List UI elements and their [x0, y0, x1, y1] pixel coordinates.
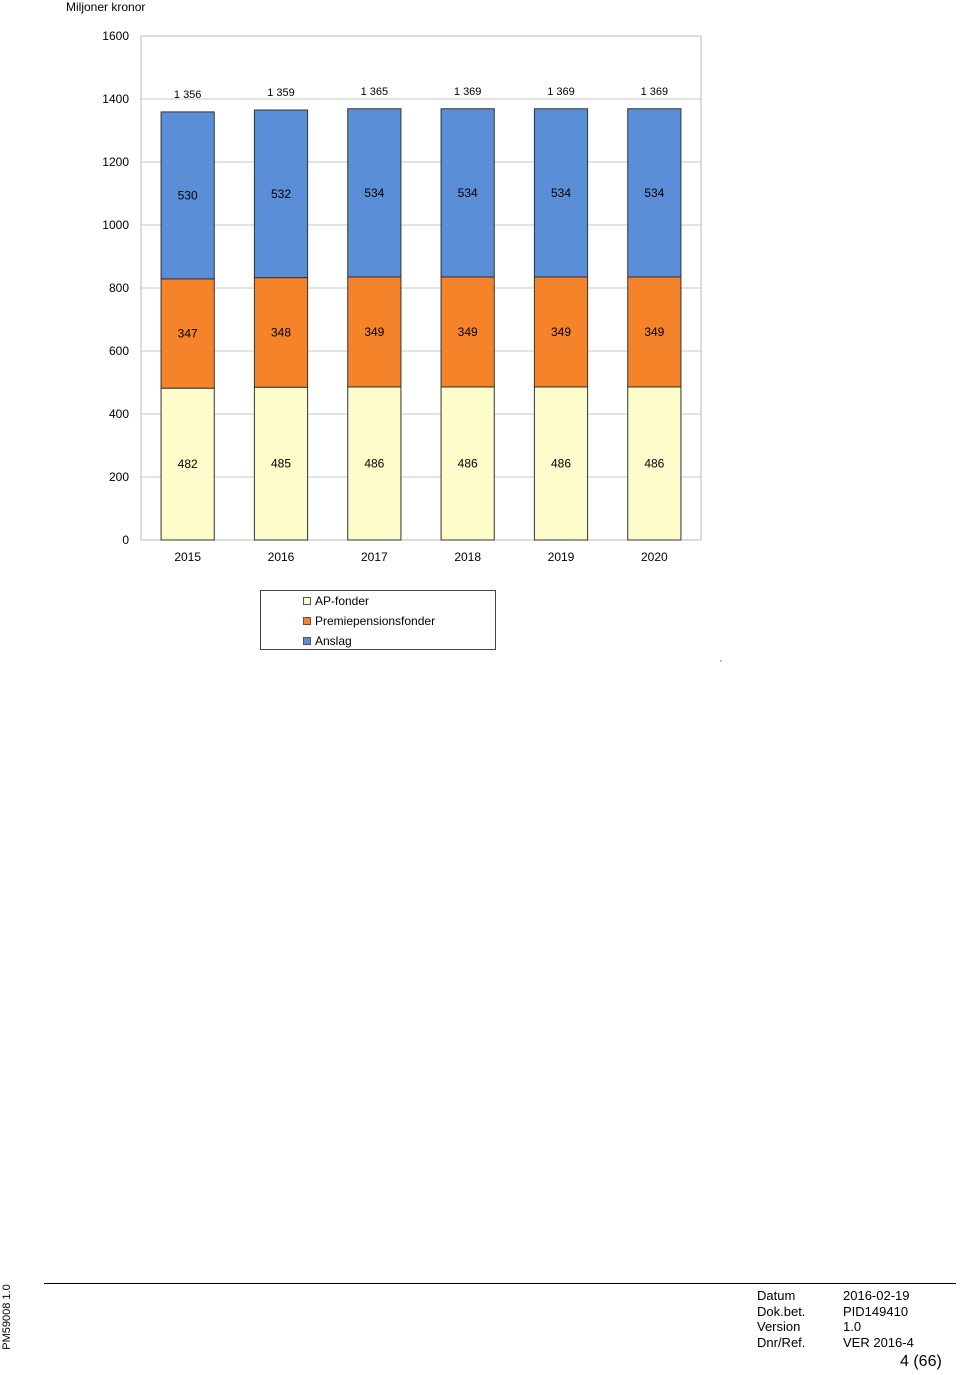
bar-segment — [533, 108, 589, 278]
bar-segment — [347, 386, 402, 541]
x-tick-label: 2019 — [548, 550, 575, 564]
y-tick-label: 1600 — [102, 29, 129, 43]
data-label: 347 — [178, 327, 198, 341]
x-tick-label: 2015 — [174, 550, 201, 564]
legend-label: Anslag — [315, 634, 352, 648]
data-label: 349 — [364, 325, 384, 339]
bar-segment — [253, 277, 309, 388]
y-tick-label: 600 — [109, 344, 129, 358]
page-number: 4 (66) — [900, 1353, 942, 1370]
data-label: 534 — [551, 186, 571, 200]
legend-item-ap-fonder: AP-fonder — [303, 593, 370, 609]
meta-key: Datum — [757, 1288, 796, 1303]
legend-item-premiepensionsfonder: Premiepensionsfonder — [303, 613, 436, 629]
y-tick-label: 200 — [109, 470, 129, 484]
legend-swatch-premiepensionsfonder — [303, 617, 311, 625]
legend-swatch-ap-fonder — [303, 597, 311, 605]
meta-value: 2016-02-19 — [843, 1288, 910, 1303]
data-label: 486 — [364, 456, 384, 470]
legend-label: Premiepensionsfonder — [315, 614, 436, 628]
legend-swatch-anslag — [303, 637, 311, 645]
data-label: 534 — [644, 186, 664, 200]
data-label: 485 — [271, 457, 291, 471]
meta-row-version: Version 1.0 — [757, 1319, 914, 1335]
stray-dot — [720, 660, 722, 662]
document-template-code: PM59008 1.0 — [1, 1284, 13, 1350]
bar-segment — [160, 111, 215, 280]
data-label: 530 — [178, 188, 198, 202]
y-tick-label: 800 — [109, 281, 129, 295]
x-tick-label: 2018 — [454, 550, 481, 564]
meta-row-doc-id: Dok.bet. PID149410 — [757, 1304, 914, 1320]
bar-segment — [347, 276, 402, 388]
data-label: 349 — [551, 325, 571, 339]
meta-key: Dok.bet. — [757, 1303, 806, 1319]
total-label: 1 369 — [641, 86, 669, 98]
bar-segment — [627, 108, 682, 278]
stacked-bar-chart: 0 200 400 600 800 1000 1200 1400 1600 482 347 530 1 … — [102, 29, 702, 564]
x-tick-label: 2016 — [268, 550, 295, 564]
plot-area-border — [140, 35, 702, 541]
chart-legend: AP-fonder Premiepensionsfonder Anslag — [260, 590, 496, 650]
y-tick-label: 1200 — [102, 155, 129, 169]
meta-value: VER 2016-4 — [843, 1334, 914, 1350]
bar-segment — [533, 386, 589, 541]
bar-segment — [440, 276, 495, 388]
document-metadata: Datum 2016-02-19 Dok.bet. PID149410 Vers… — [757, 1288, 914, 1350]
meta-value: PID149410 — [843, 1303, 909, 1319]
y-tick-label: 1000 — [102, 218, 129, 232]
total-label: 1 369 — [547, 86, 575, 98]
y-tick-label: 1400 — [102, 92, 129, 106]
x-tick-label: 2017 — [361, 550, 388, 564]
data-label: 534 — [458, 186, 478, 200]
data-label: 486 — [551, 456, 571, 470]
bar-segment — [440, 386, 495, 541]
total-label: 1 369 — [454, 86, 482, 98]
x-tick-label: 2020 — [641, 550, 668, 564]
legend-label: AP-fonder — [315, 594, 370, 608]
data-label: 482 — [178, 457, 198, 471]
meta-row-reference: Dnr/Ref. VER 2016-4 — [757, 1335, 914, 1351]
bar-segment — [347, 108, 402, 278]
bar-segment — [440, 108, 495, 278]
total-label: 1 359 — [267, 87, 295, 99]
bar-segment — [533, 276, 589, 388]
legend-item-anslag: Anslag — [303, 633, 352, 649]
data-label: 349 — [644, 325, 664, 339]
meta-row-date: Datum 2016-02-19 — [757, 1288, 914, 1304]
bar-segment — [627, 276, 682, 388]
meta-key: Dnr/Ref. — [757, 1334, 806, 1350]
y-tick-label: 0 — [122, 533, 129, 547]
data-label: 532 — [271, 187, 291, 201]
data-label: 486 — [644, 456, 664, 470]
data-label: 534 — [364, 186, 384, 200]
meta-value: 1.0 — [843, 1319, 862, 1334]
data-label: 486 — [458, 456, 478, 470]
bar-segment — [627, 386, 682, 541]
y-axis-unit-label: Miljoner kronor — [66, 0, 146, 14]
data-label: 348 — [271, 325, 291, 339]
total-label: 1 365 — [361, 86, 389, 98]
meta-key: Version — [757, 1319, 801, 1334]
y-tick-label: 400 — [109, 407, 129, 421]
data-label: 349 — [458, 325, 478, 339]
bar-segment — [253, 109, 309, 279]
bar-segment — [160, 387, 215, 541]
footer-divider — [44, 1283, 956, 1284]
total-label: 1 356 — [174, 89, 202, 101]
